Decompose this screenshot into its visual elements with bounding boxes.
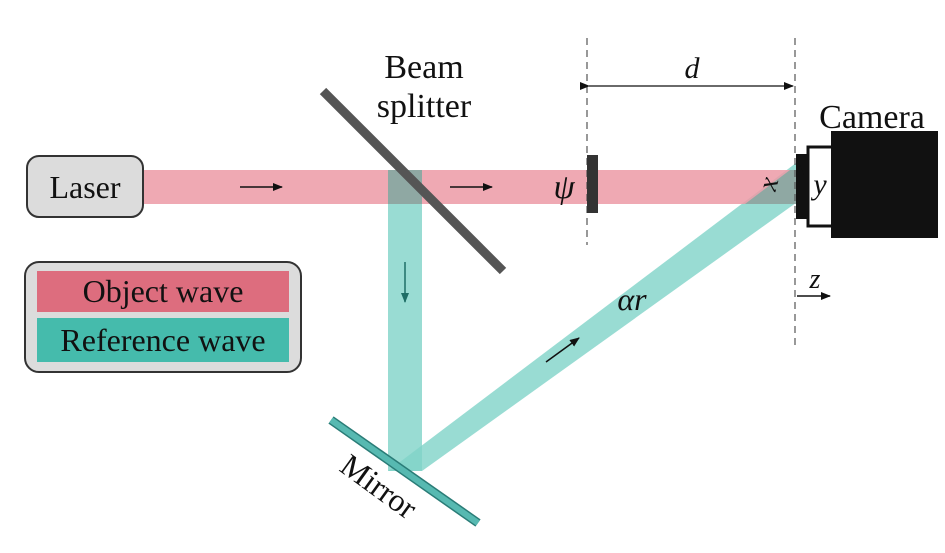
legend-reference-wave-label: Reference wave [60, 322, 265, 358]
legend-object-wave-label: Object wave [83, 273, 244, 309]
mirror-face [329, 417, 480, 526]
reference-beam-direction-arrow-diagonal [545, 337, 580, 363]
reference-beam-diagonal [388, 160, 800, 471]
beam-splitter [319, 87, 507, 275]
legend-reference-wave-swatch [37, 318, 289, 362]
reference-beam-vertical [388, 171, 422, 471]
laser-box [26, 155, 144, 218]
axis-z-label: z [809, 264, 821, 295]
object-psi-label: ψ [553, 169, 575, 206]
beam-splitter-label-line2: splitter [377, 88, 472, 125]
camera-body [831, 131, 938, 238]
legend-object-wave-swatch [37, 271, 289, 312]
reference-wave-alpha-r-label: αr [617, 281, 647, 317]
legend: Object wave Reference wave [24, 261, 302, 373]
beam-splitter-label-line1: Beam [384, 49, 463, 86]
beam-overlap-camera [745, 170, 800, 204]
camera-label: Camera [819, 99, 925, 136]
axis-y-label: y [810, 168, 827, 201]
laser-label: Laser [49, 169, 120, 205]
object-psi-plate [587, 155, 598, 213]
distance-d-label: d [685, 52, 701, 85]
